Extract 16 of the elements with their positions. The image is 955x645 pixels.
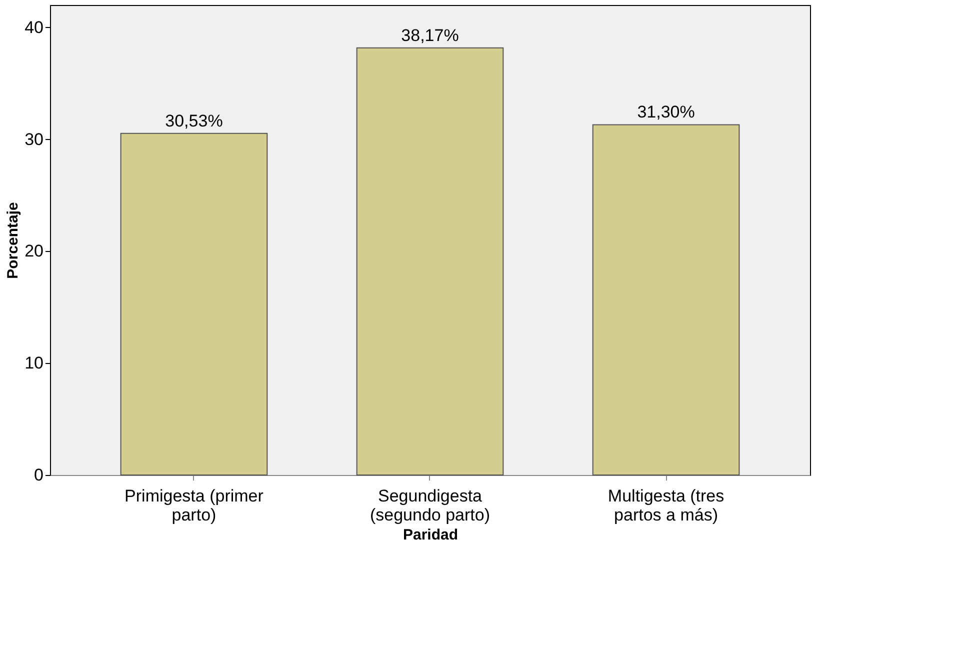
x-tick-label: Primigesta (primer parto) [124,486,264,524]
x-tick-label: Segundigesta (segundo parto) [370,486,490,524]
data-label: 30,53% [165,111,223,130]
y-tick-label: 10 [24,354,44,373]
y-tick-label: 0 [34,466,44,484]
y-tick-label: 40 [24,18,44,37]
y-tick-label: 30 [24,130,44,149]
bar [592,124,740,476]
x-tick-label: Multigesta (tres partos a más) [608,486,724,524]
y-axis-title: Porcentaje [4,202,22,279]
y-tick-label: 20 [24,242,44,261]
x-axis-title: Paridad [402,526,458,544]
data-label: 38,17% [401,26,459,45]
data-label: 31,30% [637,102,695,122]
bar [356,47,504,476]
bar [120,132,268,476]
